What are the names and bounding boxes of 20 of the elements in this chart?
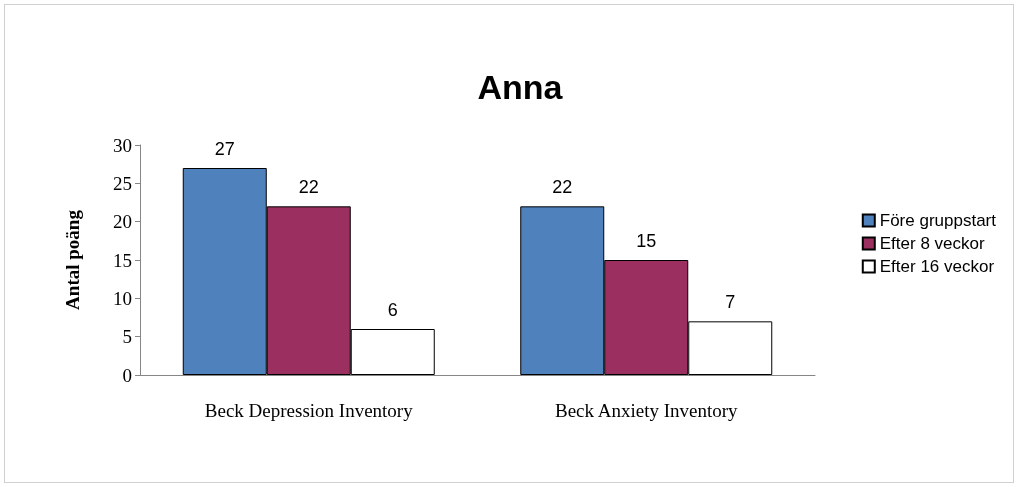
y-tick-label: 15 bbox=[113, 249, 132, 271]
data-label: 27 bbox=[214, 139, 235, 159]
y-axis-title: Antal poäng bbox=[62, 209, 83, 310]
legend-label: Efter 8 veckor bbox=[879, 234, 985, 253]
legend-label: Efter 16 veckor bbox=[879, 257, 995, 276]
y-tick-label: 5 bbox=[122, 326, 132, 348]
legend-label: Före gruppstart bbox=[879, 211, 997, 230]
data-label: 22 bbox=[298, 177, 319, 198]
data-label: 6 bbox=[387, 300, 398, 320]
data-label: 15 bbox=[636, 231, 657, 251]
y-tick-label: 30 bbox=[113, 134, 132, 156]
data-label: 7 bbox=[725, 292, 736, 313]
data-label: 22 bbox=[552, 177, 573, 198]
y-tick-label: 25 bbox=[113, 172, 132, 194]
y-tick-label: 20 bbox=[113, 211, 132, 233]
y-tick-label: 10 bbox=[113, 287, 132, 309]
x-tick-label: Beck Depression Inventory bbox=[204, 400, 414, 421]
chart-title: Anna bbox=[477, 68, 564, 106]
y-tick-label: 0 bbox=[122, 364, 132, 386]
x-tick-label: Beck Anxiety Inventory bbox=[554, 400, 739, 421]
